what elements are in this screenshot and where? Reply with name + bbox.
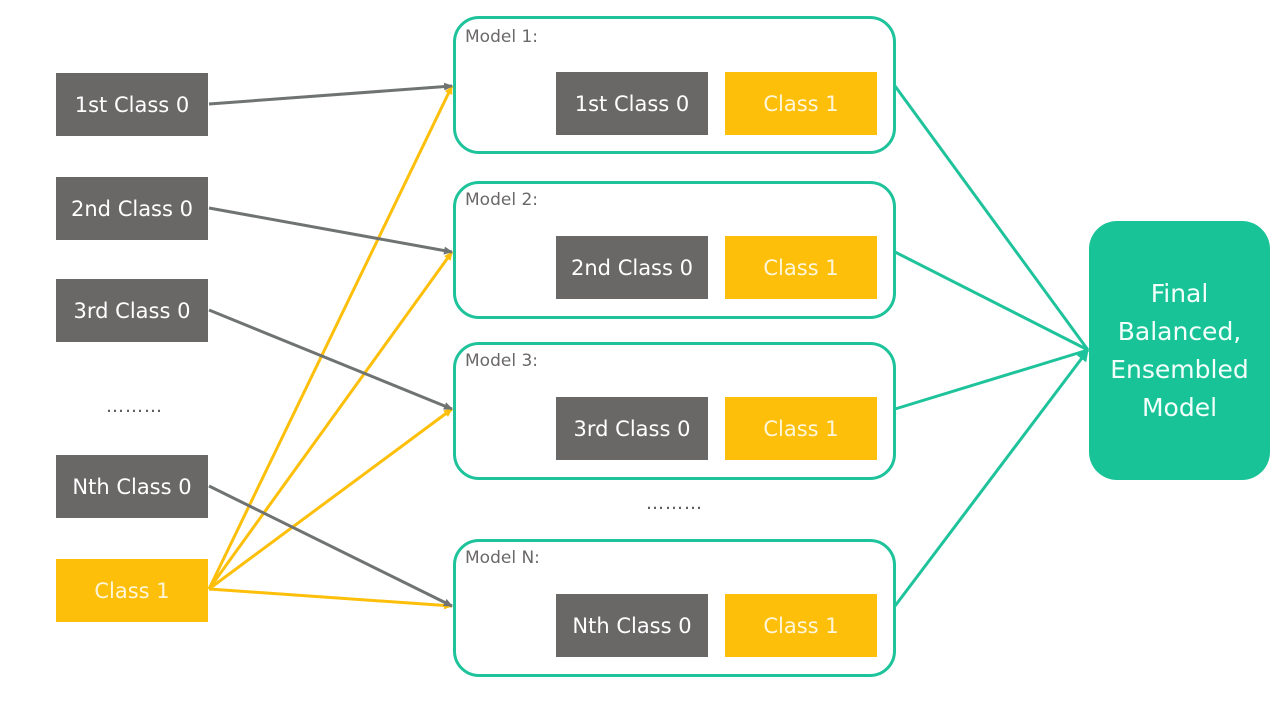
models-ellipsis: ……… (646, 493, 703, 514)
line-model3-to-final (894, 348, 1089, 411)
arrow-class1-to-modelN (208, 587, 453, 610)
model-1-class0: 1st Class 0 (556, 72, 708, 135)
model-1-class1: Class 1 (725, 72, 877, 135)
model-1-frame (453, 16, 896, 154)
model-2-class0: 2nd Class 0 (556, 236, 708, 299)
input-nth-class0: Nth Class 0 (56, 455, 208, 518)
arrow-first-to-model1 (208, 82, 453, 106)
model-n-class0: Nth Class 0 (556, 594, 708, 657)
model-3-frame (453, 342, 896, 480)
model-n-frame (453, 539, 896, 677)
input-ellipsis: ……… (106, 396, 163, 417)
model-2-title: Model 2: (465, 190, 538, 210)
input-third-class0: 3rd Class 0 (56, 279, 208, 342)
model-n-title: Model N: (465, 548, 540, 568)
arrow-third-to-model3 (208, 308, 453, 411)
model-2-frame (453, 181, 896, 319)
model-1-title: Model 1: (465, 27, 538, 47)
model-2-class1: Class 1 (725, 236, 877, 299)
arrow-class1-to-model2 (207, 251, 454, 590)
arrow-second-to-model2 (208, 206, 453, 255)
model-n-class1: Class 1 (725, 594, 877, 657)
line-modelN-to-final (893, 349, 1090, 607)
input-first-class0: 1st Class 0 (56, 73, 208, 136)
arrow-class1-to-model1 (207, 85, 454, 590)
input-second-class0: 2nd Class 0 (56, 177, 208, 240)
arrow-class1-to-model3 (208, 407, 453, 591)
model-3-title: Model 3: (465, 351, 538, 371)
input-class1: Class 1 (56, 559, 208, 622)
arrow-nth-to-modelN (208, 484, 453, 608)
final-ensembled-model: Final Balanced, Ensembled Model (1089, 221, 1270, 480)
line-model2-to-final (894, 250, 1089, 352)
line-model1-to-final (893, 85, 1090, 351)
model-3-class1: Class 1 (725, 397, 877, 460)
model-3-class0: 3rd Class 0 (556, 397, 708, 460)
